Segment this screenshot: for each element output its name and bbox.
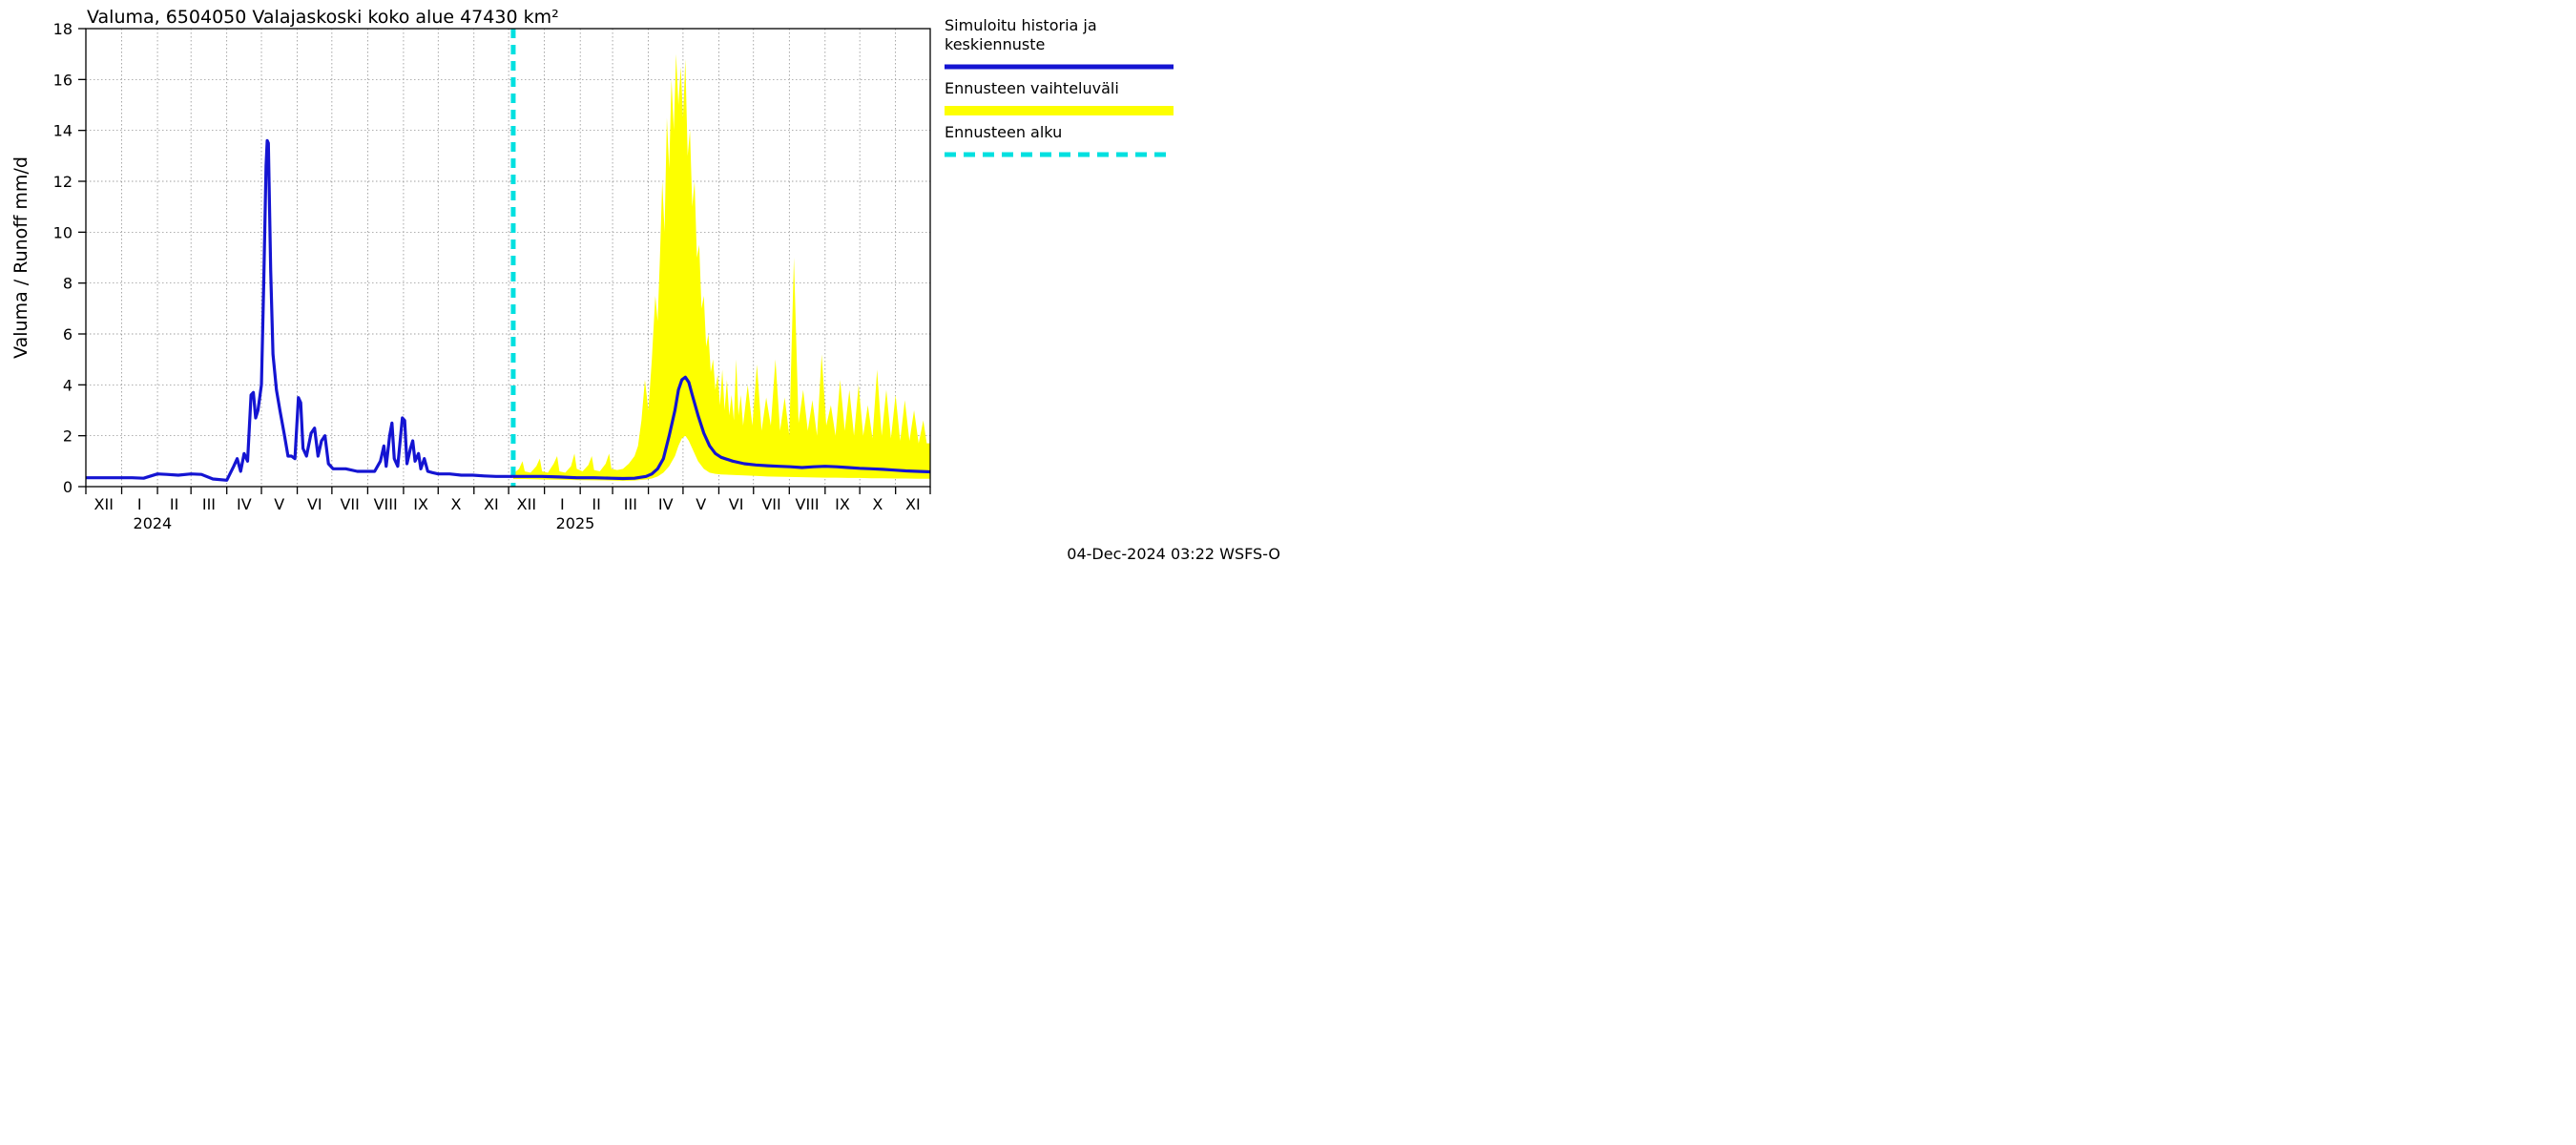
footer-timestamp: 04-Dec-2024 03:22 WSFS-O <box>1067 545 1280 563</box>
x-month-label: IV <box>237 495 252 513</box>
x-month-label: VIII <box>796 495 820 513</box>
legend-swatch-fill <box>945 106 1174 115</box>
legend-label: Simuloitu historia ja <box>945 16 1097 34</box>
history-line <box>86 140 513 480</box>
chart-title: Valuma, 6504050 Valajaskoski koko alue 4… <box>87 7 559 28</box>
y-tick-label: 4 <box>63 376 73 394</box>
x-month-label: III <box>624 495 637 513</box>
legend-label: Ennusteen alku <box>945 123 1062 141</box>
y-tick-label: 8 <box>63 275 73 293</box>
x-month-label: V <box>274 495 284 513</box>
x-month-label: VI <box>307 495 322 513</box>
x-month-label: XII <box>94 495 114 513</box>
legend-label: Ennusteen vaihteluväli <box>945 79 1119 97</box>
x-month-label: IX <box>413 495 428 513</box>
x-year-label: 2024 <box>134 514 173 532</box>
x-month-label: XI <box>905 495 921 513</box>
y-tick-label: 10 <box>53 223 73 241</box>
x-month-label: X <box>451 495 462 513</box>
x-month-label: VI <box>729 495 744 513</box>
y-tick-label: 0 <box>63 478 73 496</box>
y-tick-label: 6 <box>63 325 73 344</box>
y-tick-label: 18 <box>53 20 73 38</box>
x-month-label: XII <box>517 495 536 513</box>
y-tick-label: 2 <box>63 427 73 446</box>
x-month-label: VII <box>761 495 780 513</box>
x-month-label: IV <box>658 495 674 513</box>
y-tick-label: 14 <box>53 122 73 140</box>
x-month-label: I <box>137 495 142 513</box>
x-month-label: I <box>560 495 565 513</box>
y-axis-label: Valuma / Runoff mm/d <box>10 156 31 359</box>
legend-label: keskiennuste <box>945 35 1045 53</box>
forecast-band <box>513 54 930 481</box>
x-month-label: V <box>696 495 706 513</box>
x-month-label: II <box>170 495 178 513</box>
x-month-label: X <box>872 495 883 513</box>
x-month-label: XI <box>484 495 499 513</box>
x-month-label: II <box>592 495 600 513</box>
x-month-label: IX <box>835 495 850 513</box>
y-tick-label: 16 <box>53 71 73 89</box>
y-tick-label: 12 <box>53 173 73 191</box>
x-year-label: 2025 <box>556 514 595 532</box>
x-month-label: VII <box>340 495 359 513</box>
x-month-label: VIII <box>374 495 398 513</box>
x-month-label: III <box>202 495 216 513</box>
